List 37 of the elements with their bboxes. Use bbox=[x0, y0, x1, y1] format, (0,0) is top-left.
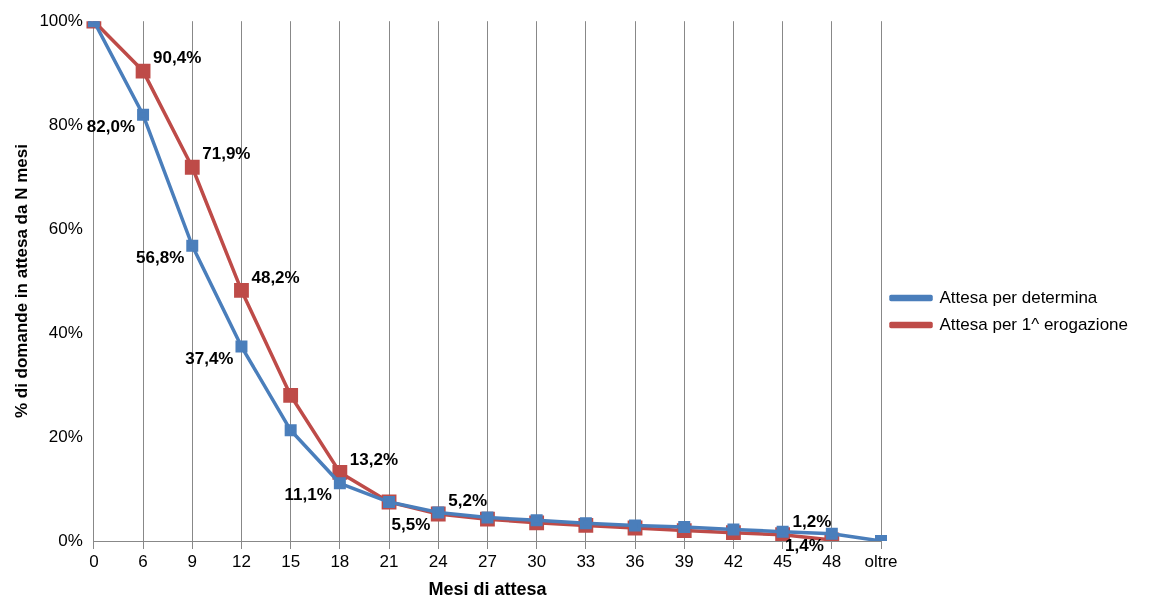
data-label: 48,2% bbox=[251, 267, 300, 287]
x-axis-title: Mesi di attesa bbox=[428, 579, 548, 600]
y-tick-label: 20% bbox=[48, 426, 83, 446]
data-label: 11,1% bbox=[284, 485, 332, 505]
x-tick-label: 27 bbox=[477, 551, 497, 571]
x-tick-label: 9 bbox=[187, 551, 198, 571]
y-tick-label: 100% bbox=[39, 10, 83, 30]
data-label: 13,2% bbox=[349, 449, 399, 469]
x-tick-label: 24 bbox=[428, 551, 448, 571]
data-label: 5,2% bbox=[448, 491, 487, 511]
data-label: 71,9% bbox=[202, 144, 251, 164]
x-tick-label: 42 bbox=[723, 551, 743, 571]
x-tick-label: 0 bbox=[89, 551, 99, 571]
x-tick-label: 33 bbox=[576, 551, 596, 571]
x-tick-label: 6 bbox=[138, 551, 148, 571]
data-label: 5,5% bbox=[391, 514, 431, 534]
y-tick-label: 40% bbox=[48, 322, 83, 342]
x-tick-label: 30 bbox=[527, 551, 547, 571]
data-label: 82,0% bbox=[86, 116, 136, 136]
y-tick-label: 0% bbox=[58, 530, 83, 550]
x-tick-label: 21 bbox=[379, 551, 399, 571]
y-tick-label: 80% bbox=[48, 114, 83, 134]
x-tick-label: 39 bbox=[674, 551, 694, 571]
x-tick-label: 12 bbox=[232, 551, 251, 571]
y-axis-title: % di domande in attesa da N mesi bbox=[11, 144, 31, 419]
data-label: 56,8% bbox=[136, 247, 185, 267]
x-tick-label: 48 bbox=[822, 551, 842, 571]
data-label: 90,4% bbox=[153, 48, 202, 68]
x-tick-label: 15 bbox=[281, 551, 301, 571]
legend-label: Attesa per 1^ erogazione bbox=[939, 314, 1129, 334]
data-label: 37,4% bbox=[185, 348, 234, 368]
data-label: 1,2% bbox=[792, 511, 832, 531]
y-tick-label: 60% bbox=[48, 218, 83, 238]
x-tick-label: 36 bbox=[625, 551, 645, 571]
x-tick-label: 18 bbox=[330, 551, 350, 571]
x-tick-label: oltre bbox=[864, 551, 898, 571]
legend-label: Attesa per determina bbox=[939, 287, 1098, 307]
